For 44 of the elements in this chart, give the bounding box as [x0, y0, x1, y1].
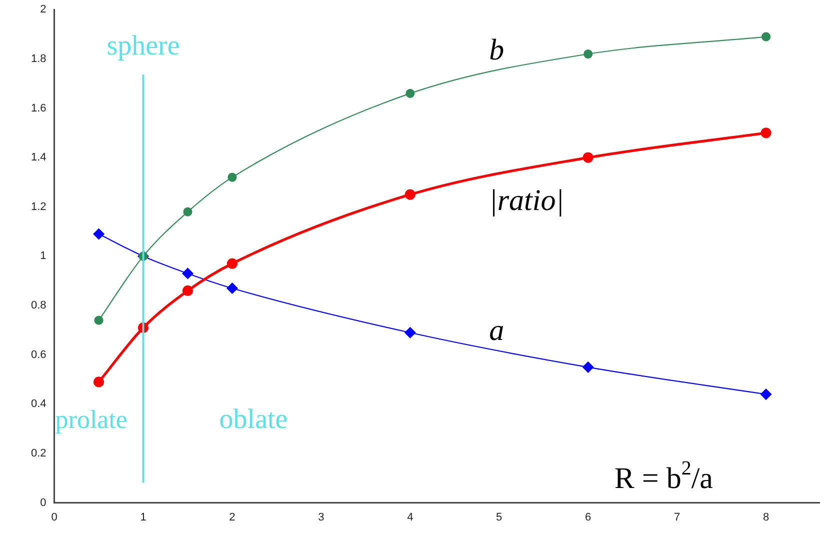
y-tick-label: 1 — [40, 250, 46, 262]
x-tick-label: 1 — [140, 511, 146, 524]
y-tick-label: 1.6 — [30, 102, 46, 114]
point — [582, 362, 594, 373]
y-tick-label: 0.4 — [30, 398, 46, 410]
y-tick-label: 1.2 — [30, 200, 46, 213]
point — [584, 49, 593, 59]
point — [93, 376, 104, 388]
series-label: a — [489, 314, 504, 347]
x-tick-label: 5 — [496, 511, 502, 524]
series-label: b — [489, 34, 504, 67]
point — [226, 258, 238, 269]
point — [228, 172, 237, 182]
point — [761, 32, 771, 42]
point — [182, 268, 194, 280]
x-tick-label: 8 — [762, 511, 770, 524]
x-tick-label: 3 — [318, 511, 324, 524]
ref-line-label: sphere — [106, 30, 180, 62]
annotation: oblate — [219, 404, 288, 435]
x-tick-label: 7 — [674, 511, 680, 524]
y-tick-label: 1.8 — [30, 52, 46, 65]
y-tick-label: 0.6 — [30, 348, 46, 361]
x-tick-label: 2 — [229, 511, 236, 524]
point — [182, 285, 194, 296]
series-label: |ratio| — [489, 184, 564, 218]
point — [404, 189, 416, 200]
point — [760, 128, 772, 138]
y-tick-label: 1.4 — [30, 152, 46, 164]
x-tick-label: 6 — [585, 511, 592, 524]
x-tick-label: 4 — [407, 511, 414, 524]
point — [760, 388, 772, 400]
y-tick-label: 0.8 — [30, 300, 46, 312]
y-tick-label: 2 — [40, 4, 46, 16]
point — [582, 152, 594, 163]
point — [183, 207, 192, 216]
x-tick-label: 0 — [51, 511, 58, 524]
point — [404, 327, 416, 338]
point — [93, 228, 104, 240]
annotation: prolate — [55, 404, 128, 434]
point — [406, 88, 415, 98]
y-tick-label: 0 — [40, 496, 46, 509]
point — [226, 282, 238, 294]
point — [94, 316, 104, 325]
y-tick-label: 0.2 — [30, 448, 46, 460]
